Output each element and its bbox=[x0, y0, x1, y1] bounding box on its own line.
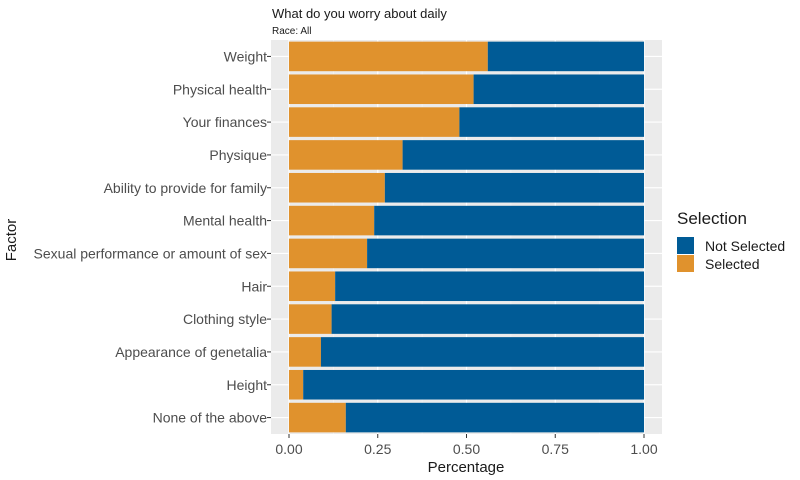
chart-title: What do you worry about daily bbox=[272, 6, 447, 21]
bar-not-selected bbox=[331, 304, 644, 334]
bar-selected bbox=[289, 140, 403, 170]
y-tick-label: Hair bbox=[241, 278, 267, 294]
y-tick-label: Clothing style bbox=[183, 311, 267, 327]
legend: Selection Not Selected Selected bbox=[677, 209, 785, 272]
bar-selected bbox=[289, 337, 321, 367]
y-tick-label: Height bbox=[227, 377, 268, 393]
legend-swatch-not-selected bbox=[677, 237, 694, 254]
y-tick-label: Ability to provide for family bbox=[104, 180, 267, 196]
x-tick-label: 0.00 bbox=[275, 441, 302, 457]
bar-selected bbox=[289, 74, 474, 105]
bar-not-selected bbox=[384, 172, 644, 203]
bar-not-selected bbox=[303, 369, 644, 400]
bar-not-selected bbox=[345, 402, 644, 433]
y-tick-label: Mental health bbox=[183, 213, 267, 229]
y-tick-label: Your finances bbox=[183, 114, 267, 130]
legend-label-not-selected: Not Selected bbox=[705, 238, 785, 254]
y-tick-label: None of the above bbox=[153, 410, 268, 426]
x-tick-labels: 0.00 0.25 0.50 0.75 1.00 bbox=[275, 434, 658, 457]
bar-selected bbox=[289, 369, 304, 400]
x-tick-label: 0.75 bbox=[542, 441, 569, 457]
y-tick-label: Sexual performance or amount of sex bbox=[34, 245, 267, 261]
bar-selected bbox=[289, 205, 375, 236]
chart-subtitle: Race: All bbox=[272, 26, 311, 37]
bar-not-selected bbox=[487, 41, 644, 72]
bar-not-selected bbox=[320, 337, 644, 367]
bar-not-selected bbox=[402, 140, 644, 170]
legend-swatch-selected bbox=[677, 255, 694, 272]
y-tick-labels: Weight Physical health Your finances Physiq… bbox=[34, 48, 271, 426]
bars bbox=[289, 41, 644, 433]
x-axis-title: Percentage bbox=[428, 459, 505, 476]
bar-selected bbox=[289, 304, 332, 334]
bar-selected bbox=[289, 271, 336, 302]
bar-selected bbox=[289, 238, 368, 269]
bar-selected bbox=[289, 107, 460, 137]
y-tick-label: Appearance of genetalia bbox=[115, 344, 267, 360]
y-tick-label: Physical health bbox=[173, 81, 267, 97]
bar-not-selected bbox=[459, 107, 644, 137]
legend-title: Selection bbox=[677, 209, 747, 228]
y-tick-label: Weight bbox=[224, 48, 267, 64]
legend-label-selected: Selected bbox=[705, 256, 759, 272]
bar-not-selected bbox=[473, 74, 644, 105]
bar-selected bbox=[289, 41, 488, 72]
y-axis-title: Factor bbox=[3, 219, 20, 262]
x-tick-label: 0.25 bbox=[364, 441, 391, 457]
bar-not-selected bbox=[335, 271, 644, 302]
x-tick-label: 1.00 bbox=[630, 441, 657, 457]
y-tick-label: Physique bbox=[209, 147, 267, 163]
x-tick-label: 0.50 bbox=[453, 441, 480, 457]
bar-selected bbox=[289, 402, 346, 433]
bar-not-selected bbox=[367, 238, 644, 269]
bar-not-selected bbox=[374, 205, 644, 236]
bar-selected bbox=[289, 172, 385, 203]
